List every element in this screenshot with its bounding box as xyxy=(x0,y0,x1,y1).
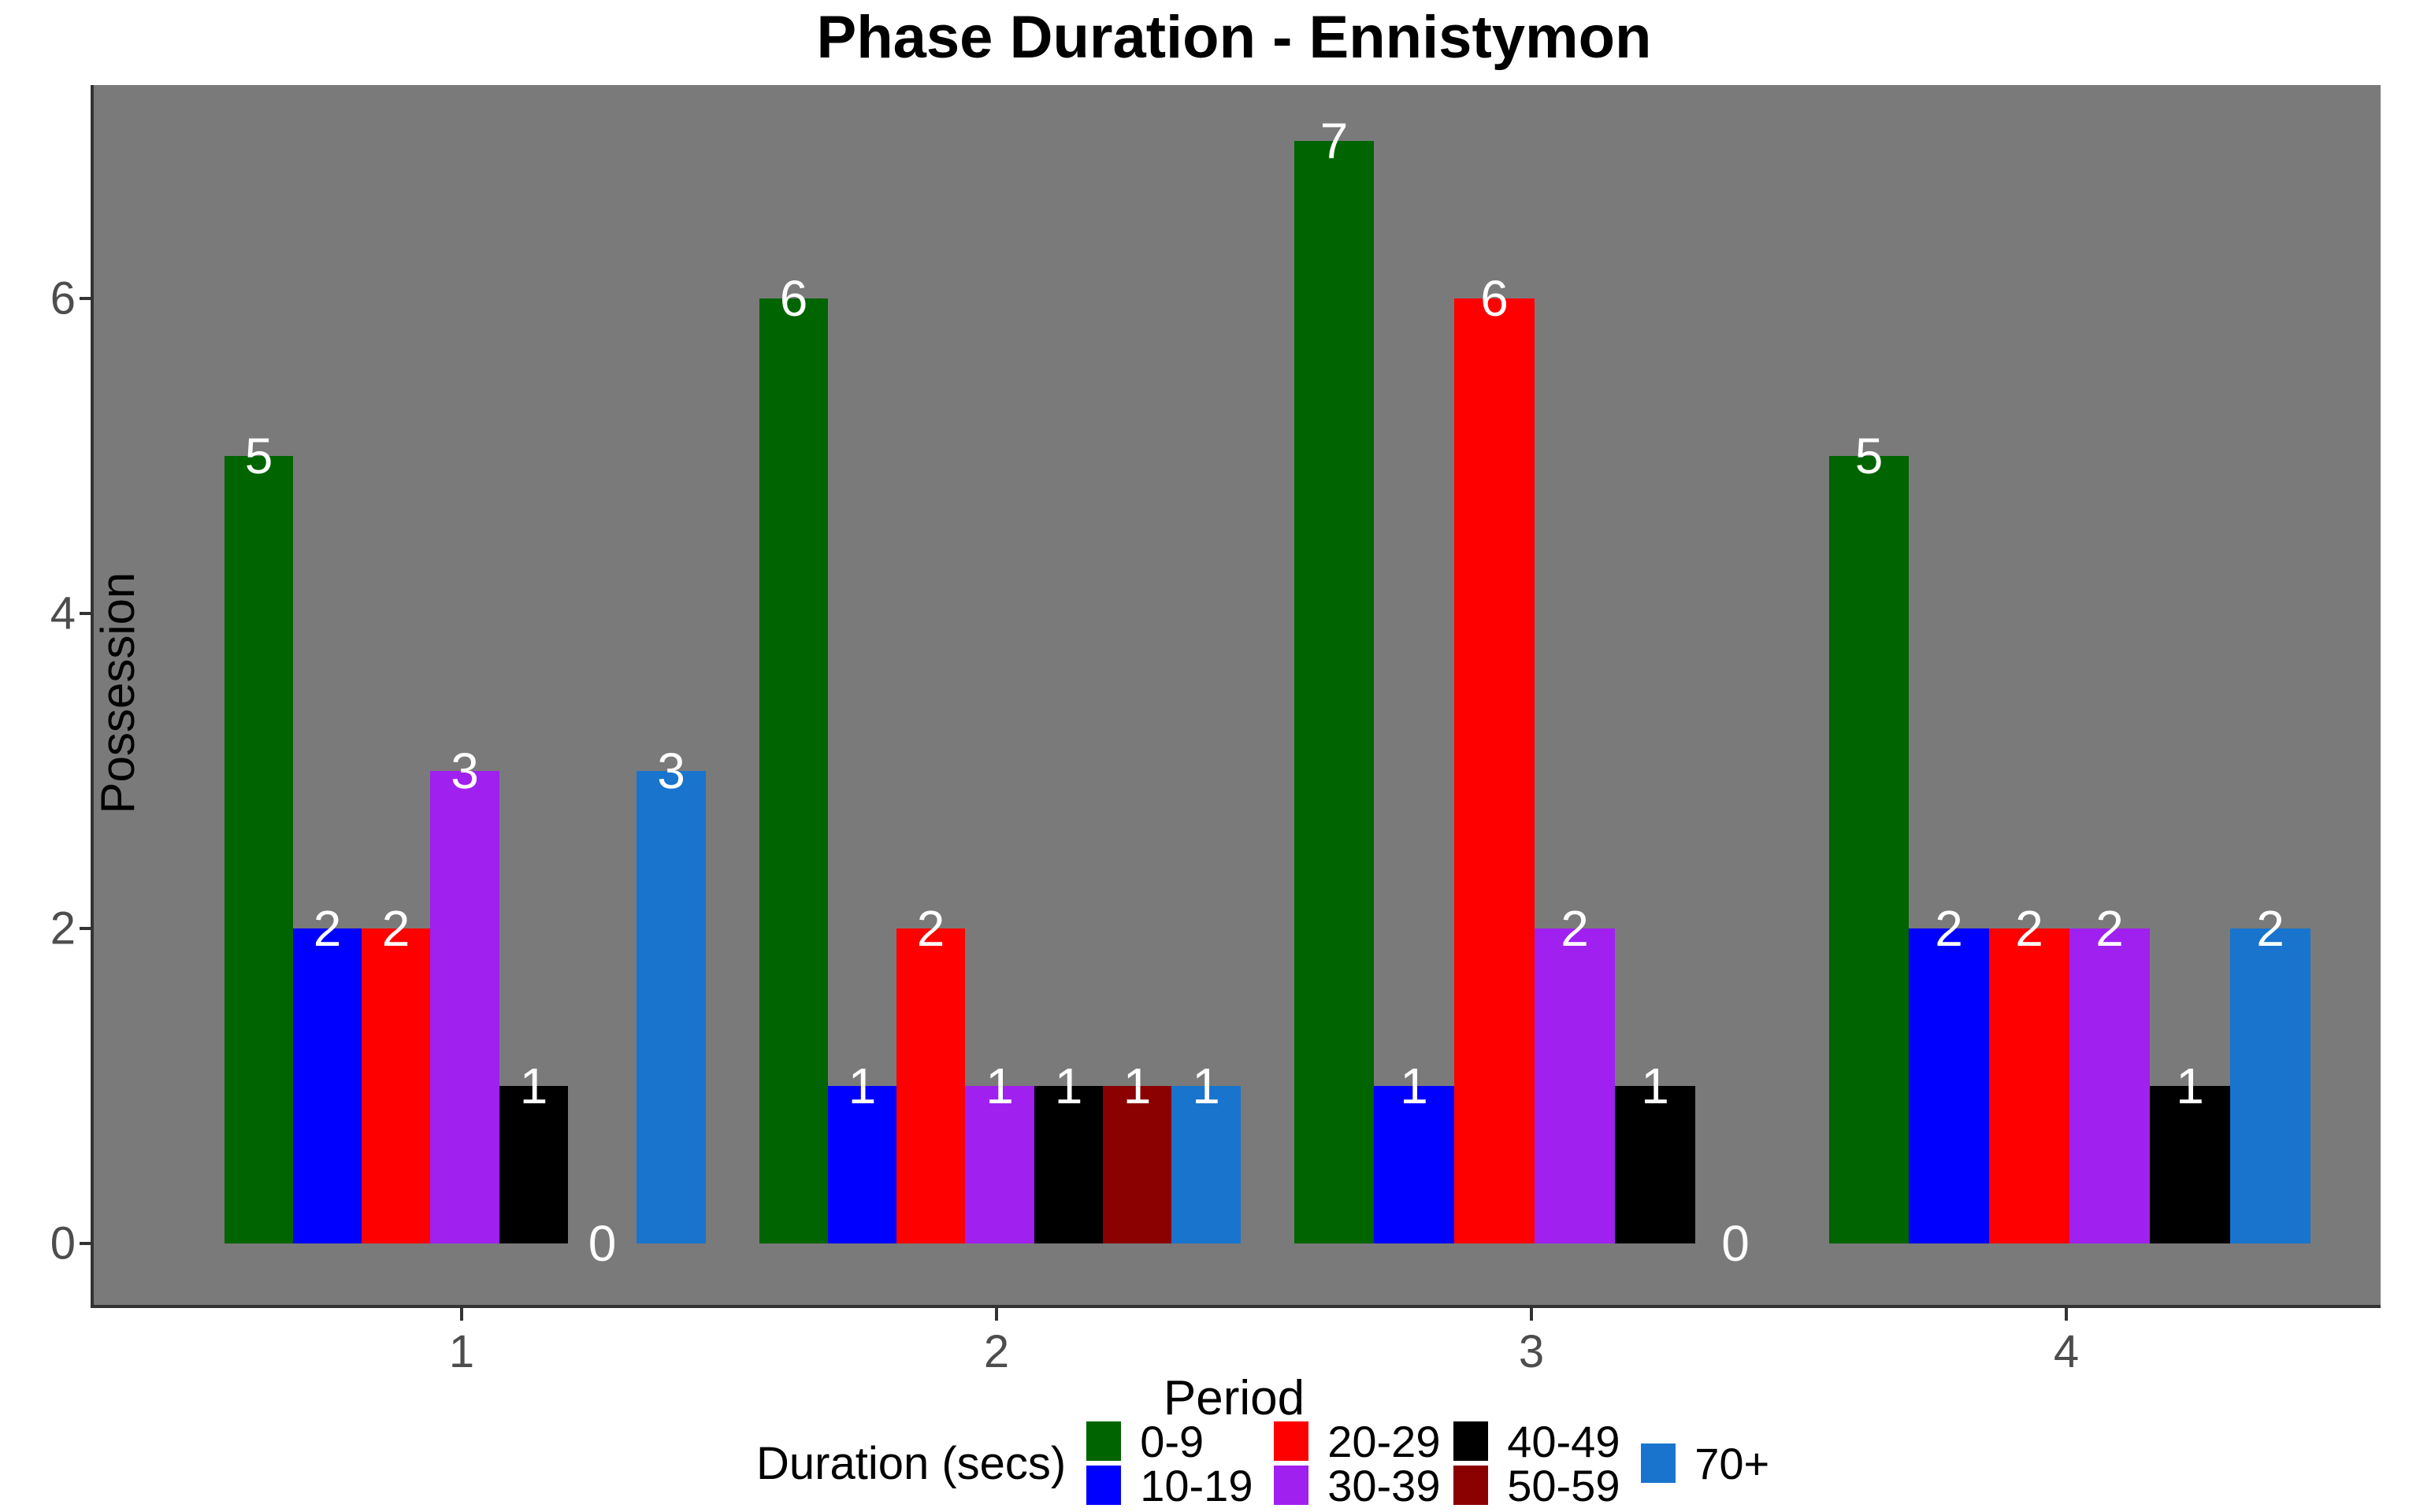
bar-period4-20-29 xyxy=(1989,928,2069,1243)
y-axis-title: Possession xyxy=(91,572,144,814)
x-tick-mark xyxy=(995,1308,998,1321)
bar-value-label: 2 xyxy=(1935,900,1963,957)
legend-key-swatch xyxy=(1641,1443,1676,1483)
bar-period3-40-49 xyxy=(1615,1086,1695,1243)
legend-item-20-29: 20-29 xyxy=(1274,1417,1453,1466)
bar-period1-70+ xyxy=(637,771,706,1243)
bar-value-label: 3 xyxy=(451,743,479,799)
bar-value-label: 6 xyxy=(779,270,808,327)
bar-period4-70+ xyxy=(2230,928,2311,1243)
bar-value-label: 1 xyxy=(985,1058,1014,1114)
legend-item-label: 50-59 xyxy=(1507,1460,1620,1510)
bar-period1-10-19 xyxy=(293,928,362,1243)
legend-key-swatch xyxy=(1453,1466,1489,1505)
x-axis-title: Period xyxy=(1163,1371,1305,1425)
bar-period2-10-19 xyxy=(828,1086,896,1243)
bar-value-label: 1 xyxy=(2176,1058,2204,1114)
y-tick-label: 6 xyxy=(50,272,76,324)
x-tick-mark xyxy=(1530,1308,1533,1321)
legend-key-swatch xyxy=(1086,1421,1122,1461)
bar-period3-0-9 xyxy=(1294,141,1374,1243)
bar-period2-30-39 xyxy=(965,1086,1034,1243)
x-tick-mark xyxy=(460,1308,463,1321)
bar-period1-30-39 xyxy=(430,771,499,1243)
legend-item-label: 70+ xyxy=(1694,1438,1770,1488)
bar-period2-20-29 xyxy=(896,928,965,1243)
bar-value-label: 1 xyxy=(1641,1058,1669,1114)
y-tick-label: 4 xyxy=(50,587,76,639)
bar-value-label: 2 xyxy=(2256,900,2285,957)
legend-key-swatch xyxy=(1086,1466,1122,1505)
y-tick-mark xyxy=(80,1242,91,1245)
bar-period4-10-19 xyxy=(1909,928,1989,1243)
bar-value-label: 5 xyxy=(244,428,273,484)
bar-value-label: 1 xyxy=(519,1058,548,1114)
legend-column: 0-9 10-19 xyxy=(1086,1417,1274,1510)
bar-period3-10-19 xyxy=(1374,1086,1454,1243)
legend-key-swatch xyxy=(1274,1466,1309,1505)
bar-value-label: 2 xyxy=(916,900,945,957)
bar-value-label: 1 xyxy=(848,1058,877,1114)
legend-item-0-9: 0-9 xyxy=(1086,1417,1274,1466)
bar-period3-20-29 xyxy=(1454,298,1535,1243)
legend-column: 40-49 50-59 xyxy=(1453,1417,1641,1510)
zero-value-label: 0 xyxy=(588,1215,617,1272)
y-tick-mark xyxy=(80,927,91,930)
bar-value-label: 1 xyxy=(1192,1058,1220,1114)
legend-key-swatch xyxy=(1274,1421,1309,1461)
bar-period4-40-49 xyxy=(2150,1086,2230,1243)
bar-value-label: 6 xyxy=(1480,270,1509,327)
y-tick-label: 0 xyxy=(50,1217,76,1269)
legend-item-label: 20-29 xyxy=(1327,1416,1441,1466)
legend-item-10-19: 10-19 xyxy=(1086,1461,1274,1510)
bar-period1-20-29 xyxy=(362,928,430,1243)
bar-value-label: 7 xyxy=(1319,113,1349,169)
x-tick-label: 1 xyxy=(448,1326,475,1377)
y-tick-mark xyxy=(80,297,91,300)
bar-value-label: 2 xyxy=(2015,900,2043,957)
bar-value-label: 1 xyxy=(1123,1058,1152,1114)
bar-period1-0-9 xyxy=(225,456,293,1243)
y-tick-mark xyxy=(80,612,91,615)
y-tick-label: 2 xyxy=(50,902,76,954)
legend-item-40-49: 40-49 xyxy=(1453,1417,1641,1466)
legend-item-30-39: 30-39 xyxy=(1274,1461,1453,1510)
legend-item-70+: 70+ xyxy=(1641,1439,1769,1488)
legend-item-label: 30-39 xyxy=(1327,1460,1441,1510)
zero-value-label: 0 xyxy=(1721,1215,1750,1272)
legend-key-swatch xyxy=(1453,1421,1489,1461)
bar-period2-50-59 xyxy=(1103,1086,1171,1243)
bar-period4-30-39 xyxy=(2069,928,2150,1243)
legend-item-label: 10-19 xyxy=(1140,1460,1253,1510)
bar-value-label: 1 xyxy=(1400,1058,1428,1114)
bar-value-label: 2 xyxy=(313,900,342,957)
legend-column: 70+ xyxy=(1641,1439,1769,1488)
legend-item-label: 40-49 xyxy=(1507,1416,1620,1466)
bar-period3-30-39 xyxy=(1535,928,1615,1243)
legend: Duration (secs) 0-9 10-19 20-29 30-39 40-49 5… xyxy=(756,1417,1769,1510)
bar-period2-70+ xyxy=(1171,1086,1241,1243)
legend-column: 20-29 30-39 xyxy=(1274,1417,1453,1510)
bar-value-label: 2 xyxy=(2095,900,2124,957)
x-tick-label: 3 xyxy=(1518,1326,1545,1377)
legend-title: Duration (secs) xyxy=(756,1437,1067,1489)
bar-value-label: 2 xyxy=(1561,900,1589,957)
bar-value-label: 1 xyxy=(1054,1058,1083,1114)
bar-period2-0-9 xyxy=(759,298,828,1243)
bar-period4-0-9 xyxy=(1829,456,1909,1243)
legend-item-label: 0-9 xyxy=(1140,1416,1204,1466)
bar-period2-40-49 xyxy=(1034,1086,1103,1243)
legend-item-50-59: 50-59 xyxy=(1453,1461,1641,1510)
x-tick-label: 4 xyxy=(2053,1326,2080,1377)
bar-value-label: 2 xyxy=(381,900,410,957)
chart-title: Phase Duration - Ennistymon xyxy=(816,4,1652,71)
bar-value-label: 5 xyxy=(1854,428,1884,484)
bar-value-label: 3 xyxy=(657,743,685,799)
bar-period1-40-49 xyxy=(499,1086,568,1243)
x-tick-mark xyxy=(2065,1308,2068,1321)
x-tick-label: 2 xyxy=(983,1326,1010,1377)
